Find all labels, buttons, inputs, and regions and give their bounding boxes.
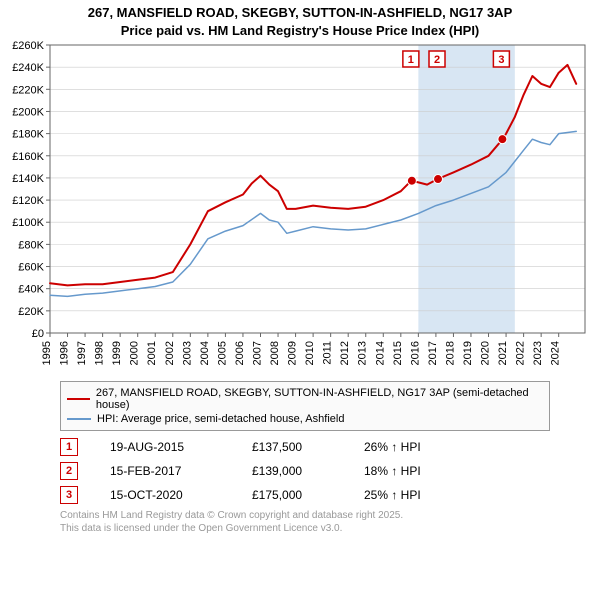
title-line-2: Price paid vs. HM Land Registry's House … (0, 22, 600, 40)
x-tick-label: 2010 (304, 341, 316, 365)
sale-price: £137,500 (252, 440, 332, 454)
y-tick-label: £200K (12, 107, 44, 119)
sale-marker-2 (434, 175, 443, 184)
sale-vs-hpi: 25% ↑ HPI (364, 488, 421, 502)
x-tick-label: 2016 (409, 341, 421, 365)
sale-badge: 3 (60, 486, 78, 504)
x-tick-label: 2014 (374, 341, 386, 365)
sale-badge: 1 (60, 438, 78, 456)
sale-marker-1 (407, 176, 416, 185)
footer-line-1: Contains HM Land Registry data © Crown c… (60, 510, 550, 523)
x-tick-label: 2020 (480, 341, 492, 365)
y-tick-label: £180K (12, 129, 44, 141)
y-tick-label: £20K (18, 306, 44, 318)
sale-vs-hpi: 18% ↑ HPI (364, 464, 421, 478)
x-tick-label: 2011 (322, 341, 334, 365)
legend: 267, MANSFIELD ROAD, SKEGBY, SUTTON-IN-A… (60, 381, 550, 431)
x-tick-label: 2023 (532, 341, 544, 365)
sale-price: £175,000 (252, 488, 332, 502)
line-chart: £0 £20K £40K £60K £80K £100K £120K £140K £160K £1… (0, 39, 600, 379)
marker-badge-num: 3 (498, 54, 504, 66)
y-tick-label: £80K (18, 239, 44, 251)
title-line-1: 267, MANSFIELD ROAD, SKEGBY, SUTTON-IN-A… (0, 4, 600, 22)
y-tick-label: £160K (12, 151, 44, 163)
y-tick-label: £40K (18, 284, 44, 296)
y-tick-label: £100K (12, 217, 44, 229)
x-tick-label: 2004 (199, 341, 211, 365)
x-tick-label: 1997 (76, 341, 88, 365)
x-tick-label: 2024 (550, 341, 562, 365)
x-tick-label: 2006 (234, 341, 246, 365)
x-tick-label: 2018 (444, 341, 456, 365)
legend-swatch-property (67, 398, 90, 400)
sale-marker-3 (498, 135, 507, 144)
chart-title: 267, MANSFIELD ROAD, SKEGBY, SUTTON-IN-A… (0, 0, 600, 39)
hpi-shade-band (418, 45, 514, 333)
x-tick-label: 2005 (216, 341, 228, 365)
x-tick-label: 2001 (146, 341, 158, 365)
legend-label-property: 267, MANSFIELD ROAD, SKEGBY, SUTTON-IN-A… (96, 387, 543, 411)
marker-badge-num: 1 (408, 54, 414, 66)
x-tick-label: 2003 (181, 341, 193, 365)
x-tick-label: 2000 (129, 341, 141, 365)
y-tick-label: £60K (18, 262, 44, 274)
x-tick-label: 2013 (357, 341, 369, 365)
y-tick-label: £260K (12, 40, 44, 52)
x-tick-label: 1999 (111, 341, 123, 365)
sale-date: 19-AUG-2015 (110, 440, 220, 454)
sale-row: 1 19-AUG-2015 £137,500 26% ↑ HPI (60, 435, 550, 459)
x-tick-label: 1996 (59, 341, 71, 365)
x-tick-label: 2021 (497, 341, 509, 365)
legend-label-hpi: HPI: Average price, semi-detached house,… (97, 413, 344, 425)
y-tick-label: £240K (12, 62, 44, 74)
footer-line-2: This data is licensed under the Open Gov… (60, 523, 550, 536)
x-tick-label: 2009 (287, 341, 299, 365)
x-tick-label: 2017 (427, 341, 439, 365)
marker-badge-num: 2 (434, 54, 440, 66)
footer-attribution: Contains HM Land Registry data © Crown c… (60, 510, 550, 535)
legend-item-hpi: HPI: Average price, semi-detached house,… (67, 412, 543, 426)
chart-container: £0 £20K £40K £60K £80K £100K £120K £140K £160K £1… (0, 39, 600, 379)
sale-badge: 2 (60, 462, 78, 480)
legend-swatch-hpi (67, 418, 91, 420)
y-tick-label: £220K (12, 84, 44, 96)
sale-date: 15-FEB-2017 (110, 464, 220, 478)
sale-row: 2 15-FEB-2017 £139,000 18% ↑ HPI (60, 459, 550, 483)
x-tick-label: 2007 (251, 341, 263, 365)
x-tick-label: 2019 (462, 341, 474, 365)
y-tick-label: £140K (12, 173, 44, 185)
legend-item-property: 267, MANSFIELD ROAD, SKEGBY, SUTTON-IN-A… (67, 386, 543, 412)
x-tick-label: 2015 (392, 341, 404, 365)
x-tick-label: 2008 (269, 341, 281, 365)
sale-row: 3 15-OCT-2020 £175,000 25% ↑ HPI (60, 483, 550, 507)
y-tick-label: £120K (12, 195, 44, 207)
y-tick-label: £0 (32, 328, 44, 340)
x-tick-label: 1998 (94, 341, 106, 365)
x-tick-label: 2022 (515, 341, 527, 365)
sale-price: £139,000 (252, 464, 332, 478)
x-tick-label: 2002 (164, 341, 176, 365)
x-tick-label: 2012 (339, 341, 351, 365)
sales-table: 1 19-AUG-2015 £137,500 26% ↑ HPI 2 15-FEB-201… (60, 435, 550, 507)
sale-date: 15-OCT-2020 (110, 488, 220, 502)
sale-vs-hpi: 26% ↑ HPI (364, 440, 421, 454)
x-tick-label: 1995 (41, 341, 53, 365)
